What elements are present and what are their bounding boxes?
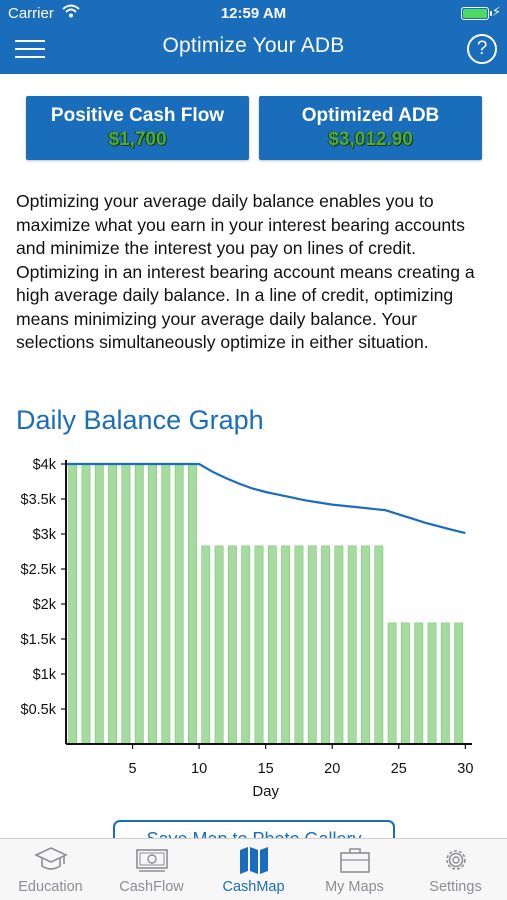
- graduation-cap-icon: [33, 847, 68, 870]
- y-tick-label: $4k: [33, 457, 57, 473]
- battery-icon: [461, 7, 492, 20]
- y-tick-label: $0.5k: [21, 702, 57, 718]
- positive-cash-flow-tile[interactable]: Positive Cash Flow $1,700: [26, 96, 249, 160]
- briefcase-icon: [339, 848, 370, 873]
- bar-day-24: [374, 545, 384, 745]
- adb-value: $3,012.90: [328, 129, 413, 150]
- top-bar: Carrier 12:59 AM ⚡ Optimize Your ADB ?: [0, 0, 507, 74]
- tab-settings[interactable]: Settings: [405, 839, 506, 900]
- y-tick-label: $2.5k: [21, 562, 57, 578]
- adb-line: [66, 462, 466, 535]
- x-tick-label: 10: [191, 761, 207, 777]
- bar-day-22: [347, 545, 357, 745]
- bar-day-19: [307, 545, 317, 745]
- x-tick-label: 15: [258, 761, 274, 777]
- x-axis-label: Day: [252, 783, 279, 800]
- bar-day-26: [401, 622, 410, 745]
- wifi-icon: [62, 4, 80, 18]
- tab-cashflow[interactable]: CashFlow: [101, 839, 202, 900]
- bar-day-28: [427, 622, 437, 745]
- bar-day-18: [294, 545, 304, 745]
- tab-settings-label: Settings: [429, 879, 482, 895]
- description-text: Optimizing your average daily balance en…: [16, 191, 475, 352]
- tab-my-maps[interactable]: My Maps: [304, 839, 405, 900]
- x-tick-label: 20: [324, 761, 340, 777]
- y-tick-label: $3k: [33, 527, 57, 543]
- tab-education-label: Education: [18, 879, 83, 895]
- tab-cashflow-label: CashFlow: [119, 879, 184, 895]
- bar-day-13: [227, 545, 237, 745]
- graph-title: Daily Balance Graph: [16, 405, 264, 435]
- gear-icon: [445, 850, 466, 870]
- tab-my-maps-label: My Maps: [325, 879, 384, 895]
- bar-day-20: [321, 545, 331, 745]
- bar-day-14: [241, 545, 251, 745]
- bar-day-5: [121, 463, 131, 745]
- axes-layer: [61, 460, 472, 749]
- tab-cashmap[interactable]: CashMap: [203, 839, 304, 900]
- adb-label: Optimized ADB: [301, 105, 440, 126]
- bar-day-27: [414, 622, 424, 745]
- charging-icon: ⚡: [491, 4, 501, 19]
- tab-bar: Education CashFlow CashMap: [0, 838, 507, 900]
- y-tick-label: $3.5k: [21, 492, 57, 508]
- bar-day-1: [68, 463, 78, 745]
- bar-day-10: [188, 463, 197, 745]
- line-layer: [66, 462, 466, 535]
- map-icon: [239, 847, 268, 874]
- carrier-label: Carrier: [8, 5, 54, 22]
- bar-day-3: [94, 463, 104, 745]
- x-tick-label: 5: [129, 761, 137, 777]
- cash-flow-value: $1,700: [108, 129, 167, 150]
- bar-day-9: [174, 463, 184, 745]
- cash-flow-label: Positive Cash Flow: [50, 105, 225, 126]
- hamburger-menu-icon[interactable]: [15, 38, 45, 60]
- y-tick-label: $1.5k: [21, 632, 57, 648]
- tab-cashmap-label: CashMap: [222, 879, 285, 895]
- bar-day-16: [267, 545, 277, 745]
- status-bar: Carrier 12:59 AM ⚡: [0, 0, 507, 28]
- x-tick-label: 25: [391, 761, 407, 777]
- bar-day-2: [81, 463, 91, 745]
- tab-education[interactable]: Education: [0, 839, 101, 900]
- bar-day-30: [454, 622, 464, 745]
- daily-balance-chart: $0.5k $1k $1.5k $2k $2.5k $3k $3.5k $4k 5 10 15 20 2…: [21, 457, 474, 800]
- bar-day-23: [361, 545, 370, 745]
- labels-layer: $0.5k $1k $1.5k $2k $2.5k $3k $3.5k $4k 5 10 15 20 2…: [21, 457, 474, 800]
- bar-day-17: [281, 545, 291, 745]
- bars-layer: [68, 463, 464, 745]
- bar-day-29: [440, 622, 450, 745]
- bar-day-25: [387, 622, 397, 745]
- y-tick-label: $1k: [33, 667, 57, 683]
- help-circle-icon[interactable]: ?: [467, 34, 497, 64]
- bar-day-11: [201, 545, 211, 745]
- status-time: 12:59 AM: [220, 5, 287, 22]
- y-tick-label: $2k: [33, 597, 57, 613]
- x-tick-label: 30: [457, 761, 473, 777]
- bar-day-15: [254, 545, 264, 745]
- cash-icon: [135, 849, 168, 872]
- optimized-adb-tile[interactable]: Optimized ADB $3,012.90: [259, 96, 482, 160]
- bar-day-4: [108, 463, 118, 745]
- bar-day-21: [334, 545, 344, 745]
- bar-day-12: [214, 545, 224, 745]
- bar-day-8: [161, 463, 171, 745]
- page-title: Optimize Your ADB: [162, 34, 345, 57]
- bar-day-6: [134, 463, 144, 745]
- bar-day-7: [148, 463, 157, 745]
